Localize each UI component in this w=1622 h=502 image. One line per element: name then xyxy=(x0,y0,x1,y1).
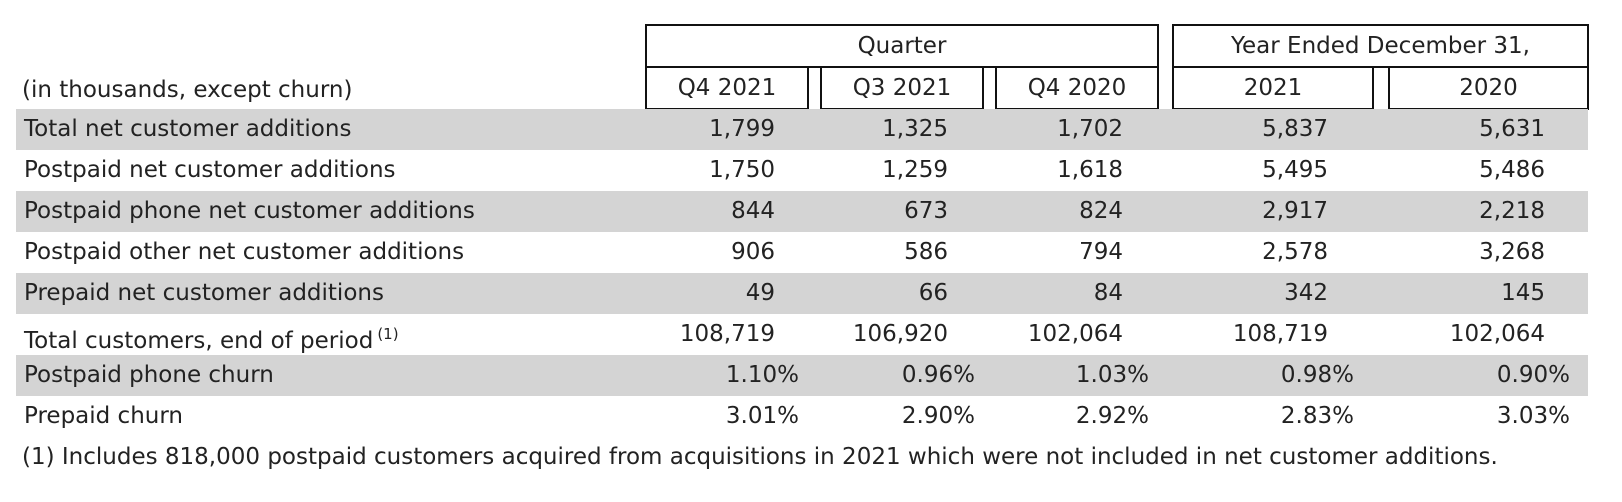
table-cell: 1,618 xyxy=(1057,157,1123,183)
row-label-text: Postpaid other net customer additions xyxy=(24,239,465,265)
table-row: Prepaid net customer additions 49 66 84 342 1… xyxy=(16,273,1588,314)
table-cell: 3.01% xyxy=(725,403,799,429)
table-row: Postpaid other net customer additions 906… xyxy=(16,232,1588,273)
table-cell: 102,064 xyxy=(1027,321,1123,347)
table-cell: 0.96% xyxy=(901,362,975,388)
table-cell: 102,064 xyxy=(1449,321,1545,347)
row-label: Total net customer additions xyxy=(24,109,351,150)
row-label: Postpaid phone net customer additions xyxy=(24,191,475,232)
table-cell: 2,578 xyxy=(1262,239,1328,265)
table-row: Postpaid phone churn 1.10% 0.96% 1.03% 0.98%… xyxy=(16,355,1588,396)
row-label-text: Prepaid net customer additions xyxy=(24,280,384,306)
column-header: Q3 2021 xyxy=(820,66,984,110)
row-label-text: Postpaid phone churn xyxy=(24,362,274,388)
table-cell: 342 xyxy=(1284,280,1328,306)
table-row: Postpaid phone net customer additions 844… xyxy=(16,191,1588,232)
table-cell: 2.90% xyxy=(901,403,975,429)
row-label: Prepaid net customer additions xyxy=(24,273,384,314)
table-cell: 108,719 xyxy=(1232,321,1328,347)
table-cell: 3,268 xyxy=(1479,239,1545,265)
table-cell: 5,495 xyxy=(1262,157,1328,183)
row-label-text: Prepaid churn xyxy=(24,403,183,429)
table-row: Prepaid churn 3.01% 2.90% 2.92% 2.83% 3.03% xyxy=(16,396,1588,437)
table-cell: 106,920 xyxy=(852,321,948,347)
row-label: Postpaid other net customer additions xyxy=(24,232,464,273)
table-cell: 5,631 xyxy=(1479,116,1545,142)
table-cell: 1,325 xyxy=(882,116,948,142)
table-cell: 2,917 xyxy=(1262,198,1328,224)
table-cell: 1,702 xyxy=(1057,116,1123,142)
column-header: 2020 xyxy=(1388,66,1589,110)
group-header: Year Ended December 31, xyxy=(1172,24,1589,68)
table-cell: 2.83% xyxy=(1280,403,1354,429)
table-cell: 906 xyxy=(731,239,775,265)
footnote: (1) Includes 818,000 postpaid customers … xyxy=(22,444,1498,470)
table-cell: 2,218 xyxy=(1479,198,1545,224)
table-cell: 66 xyxy=(918,280,948,306)
table-cell: 586 xyxy=(904,239,948,265)
table-cell: 108,719 xyxy=(679,321,775,347)
table-cell: 3.03% xyxy=(1496,403,1570,429)
table-cell: 1.10% xyxy=(725,362,799,388)
column-header: 2021 xyxy=(1172,66,1374,110)
table-cell: 1,259 xyxy=(882,157,948,183)
row-label-text: Postpaid phone net customer additions xyxy=(24,198,475,224)
table-cell: 0.90% xyxy=(1496,362,1570,388)
table-row: Total net customer additions 1,799 1,325 1,… xyxy=(16,109,1588,150)
row-label: Total customers, end of period (1) xyxy=(24,314,399,355)
table-row: Total customers, end of period (1) 108,719… xyxy=(16,314,1588,355)
table-cell: 0.98% xyxy=(1280,362,1354,388)
row-label: Postpaid net customer additions xyxy=(24,150,396,191)
column-header: Q4 2020 xyxy=(995,66,1159,110)
table-cell: 794 xyxy=(1079,239,1123,265)
table-cell: 1,750 xyxy=(709,157,775,183)
row-label-text: Total customers, end of period xyxy=(24,328,374,354)
row-label-text: Total net customer additions xyxy=(24,116,352,142)
table-cell: 5,486 xyxy=(1479,157,1545,183)
row-label-text: Postpaid net customer additions xyxy=(24,157,396,183)
footnote-marker: (1) xyxy=(377,325,399,343)
table-cell: 5,837 xyxy=(1262,116,1328,142)
table-cell: 824 xyxy=(1079,198,1123,224)
row-label: Postpaid phone churn xyxy=(24,355,274,396)
table-cell: 145 xyxy=(1501,280,1545,306)
table-cell: 2.92% xyxy=(1075,403,1149,429)
table-cell: 673 xyxy=(904,198,948,224)
table-cell: 84 xyxy=(1093,280,1123,306)
table-cell: 1.03% xyxy=(1075,362,1149,388)
table-cell: 1,799 xyxy=(709,116,775,142)
units-label: (in thousands, except churn) xyxy=(22,77,353,103)
row-label: Prepaid churn xyxy=(24,396,183,437)
table-cell: 844 xyxy=(731,198,775,224)
table-cell: 49 xyxy=(745,280,775,306)
table-row: Postpaid net customer additions 1,750 1,25… xyxy=(16,150,1588,191)
group-header: Quarter xyxy=(645,24,1159,68)
column-header: Q4 2021 xyxy=(645,66,809,110)
